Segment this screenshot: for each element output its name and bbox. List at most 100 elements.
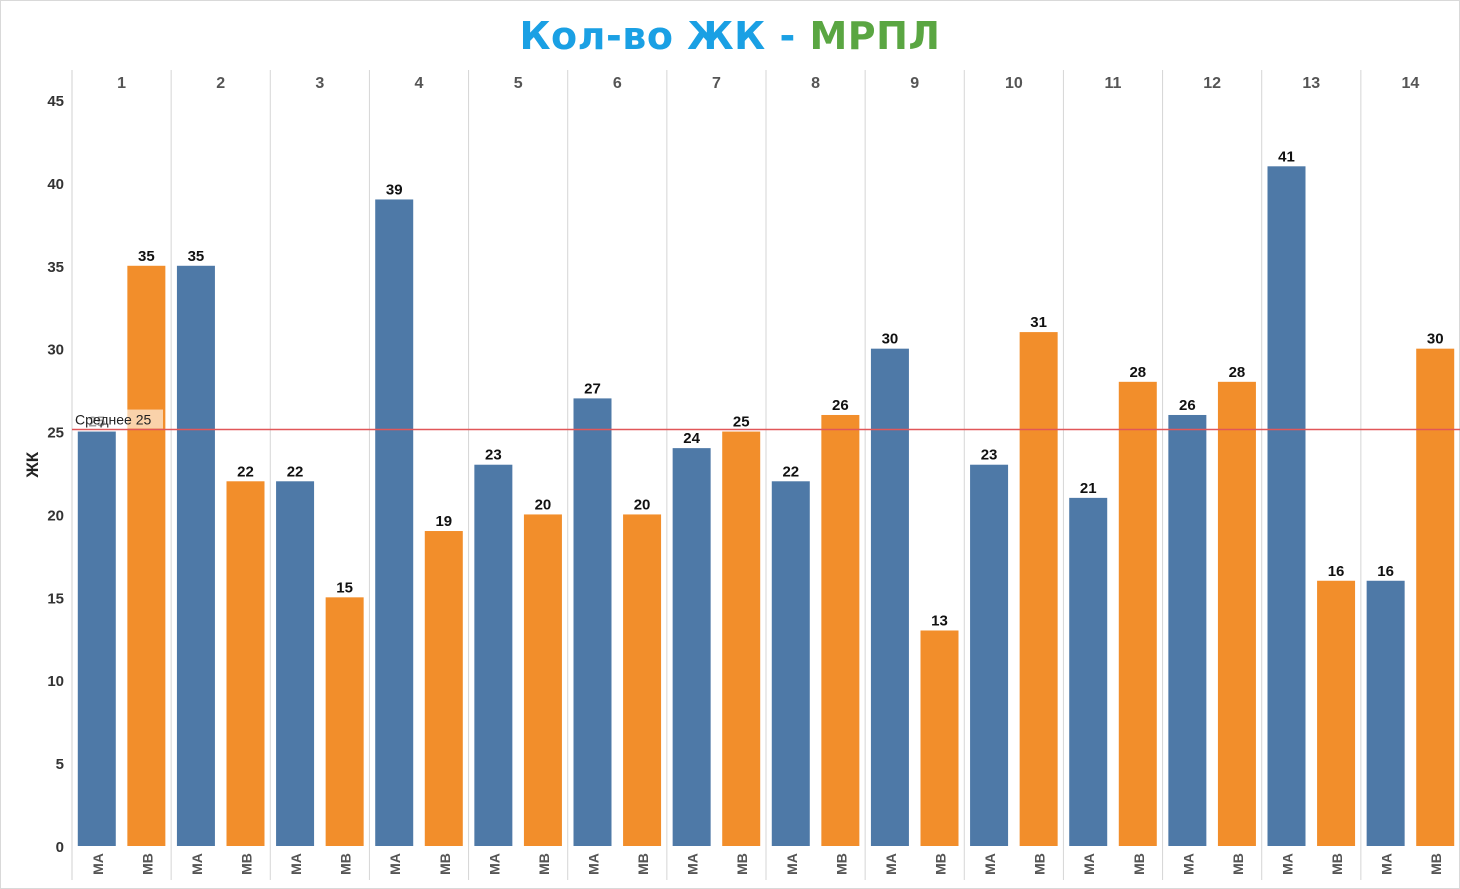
x-subcategory-label: МВ (933, 853, 949, 875)
x-subcategory-label: МВ (239, 853, 255, 875)
y-tick-label: 10 (47, 673, 64, 690)
x-subcategory-label: МВ (536, 853, 552, 875)
x-subcategory-label: МВ (1131, 853, 1147, 875)
bar-value-label: 35 (188, 248, 205, 265)
group-header-label: 7 (712, 75, 721, 92)
bar-ma (1366, 580, 1405, 846)
bar-ma (1267, 166, 1306, 847)
bar-mb (127, 265, 166, 846)
x-subcategory-label: МВ (1329, 853, 1345, 875)
bar-ma (771, 481, 810, 846)
bar-value-label: 16 (1328, 563, 1345, 580)
y-tick-label: 0 (56, 839, 64, 856)
bar-value-label: 41 (1278, 148, 1295, 165)
group-header-label: 2 (216, 75, 225, 92)
bar-value-label: 22 (782, 463, 799, 480)
y-tick-label: 40 (47, 176, 64, 193)
bar-value-label: 26 (832, 397, 849, 414)
bar-ma (1168, 414, 1207, 846)
x-subcategory-label: МВ (833, 853, 849, 875)
bar-mb (1217, 381, 1256, 846)
bar-value-label: 24 (683, 430, 700, 447)
bar-mb (523, 514, 562, 846)
bar-ma (276, 481, 315, 846)
bar-mb (722, 431, 761, 846)
y-tick-label: 35 (47, 259, 64, 276)
chart-title-part1: Кол-во ЖК (519, 14, 766, 58)
bar-value-label: 39 (386, 181, 403, 198)
group-header-label: 8 (811, 75, 820, 92)
bar-mb (920, 630, 959, 846)
bar-value-label: 13 (931, 612, 948, 629)
group-header-label: 1 (117, 75, 126, 92)
x-subcategory-label: МА (1280, 853, 1296, 875)
bar-mb (325, 597, 364, 846)
y-tick-label: 25 (47, 425, 64, 442)
bar-value-label: 30 (1427, 331, 1444, 348)
bar-value-label: 16 (1377, 563, 1394, 580)
bar-ma (970, 464, 1009, 846)
x-subcategory-label: МА (90, 853, 106, 875)
group-header-label: 12 (1203, 75, 1221, 92)
chart-title-separator: - (765, 14, 810, 58)
bar-ma (375, 199, 414, 846)
x-subcategory-label: МА (288, 853, 304, 875)
bar-value-label: 21 (1080, 480, 1097, 497)
x-subcategory-label: МВ (1428, 853, 1444, 875)
group-header-label: 13 (1302, 75, 1320, 92)
x-subcategory-label: МА (1379, 853, 1395, 875)
bar-mb (1317, 580, 1356, 846)
x-subcategory-label: МА (784, 853, 800, 875)
bar-ma (573, 398, 612, 846)
bar-mb (1118, 381, 1157, 846)
bar-value-label: 28 (1229, 364, 1246, 381)
group-header-label: 3 (315, 75, 324, 92)
x-subcategory-label: МВ (437, 853, 453, 875)
bar-value-label: 22 (287, 463, 304, 480)
x-subcategory-label: МА (1081, 853, 1097, 875)
bar-ma (474, 464, 513, 846)
reference-label-bg (75, 409, 163, 429)
chart-title: Кол-во ЖК - МРПЛ (0, 14, 1460, 58)
bar-mb (1019, 332, 1058, 847)
bar-value-label: 15 (336, 579, 353, 596)
bar-value-label: 25 (733, 414, 750, 431)
bar-value-label: 23 (485, 447, 502, 464)
x-subcategory-label: МВ (1230, 853, 1246, 875)
x-subcategory-label: МВ (635, 853, 651, 875)
bar-value-label: 26 (1179, 397, 1196, 414)
x-subcategory-label: МА (486, 853, 502, 875)
group-header-label: 10 (1005, 75, 1023, 92)
x-subcategory-label: МА (982, 853, 998, 875)
bar-ma (176, 265, 215, 846)
y-tick-label: 20 (47, 507, 64, 524)
chart-title-part2: МРПЛ (809, 14, 941, 58)
reference-line-label: Среднее 25 (75, 412, 152, 428)
bar-mb (821, 414, 860, 846)
y-tick-label: 30 (47, 342, 64, 359)
y-tick-label: 5 (56, 756, 64, 773)
y-tick-label: 45 (47, 93, 64, 110)
x-subcategory-label: МА (1180, 853, 1196, 875)
bar-ma (1069, 497, 1108, 846)
bar-value-label: 23 (981, 447, 998, 464)
group-header-label: 6 (613, 75, 622, 92)
bar-value-label: 20 (535, 496, 552, 513)
x-subcategory-label: МА (586, 853, 602, 875)
y-axis-title: ЖК (23, 451, 42, 478)
bar-ma (77, 431, 116, 846)
bar-value-label: 20 (634, 496, 651, 513)
x-subcategory-label: МА (685, 853, 701, 875)
group-header-label: 9 (910, 75, 919, 92)
x-subcategory-label: МВ (338, 853, 354, 875)
bar-mb (1416, 348, 1455, 846)
x-subcategory-label: МА (387, 853, 403, 875)
bar-mb (623, 514, 662, 846)
bar-ma (870, 348, 909, 846)
group-header-label: 5 (514, 75, 523, 92)
bar-value-label: 35 (138, 248, 155, 265)
x-subcategory-label: МВ (734, 853, 750, 875)
bar-mb (424, 531, 463, 846)
x-subcategory-label: МВ (1032, 853, 1048, 875)
bar-value-label: 28 (1129, 364, 1146, 381)
